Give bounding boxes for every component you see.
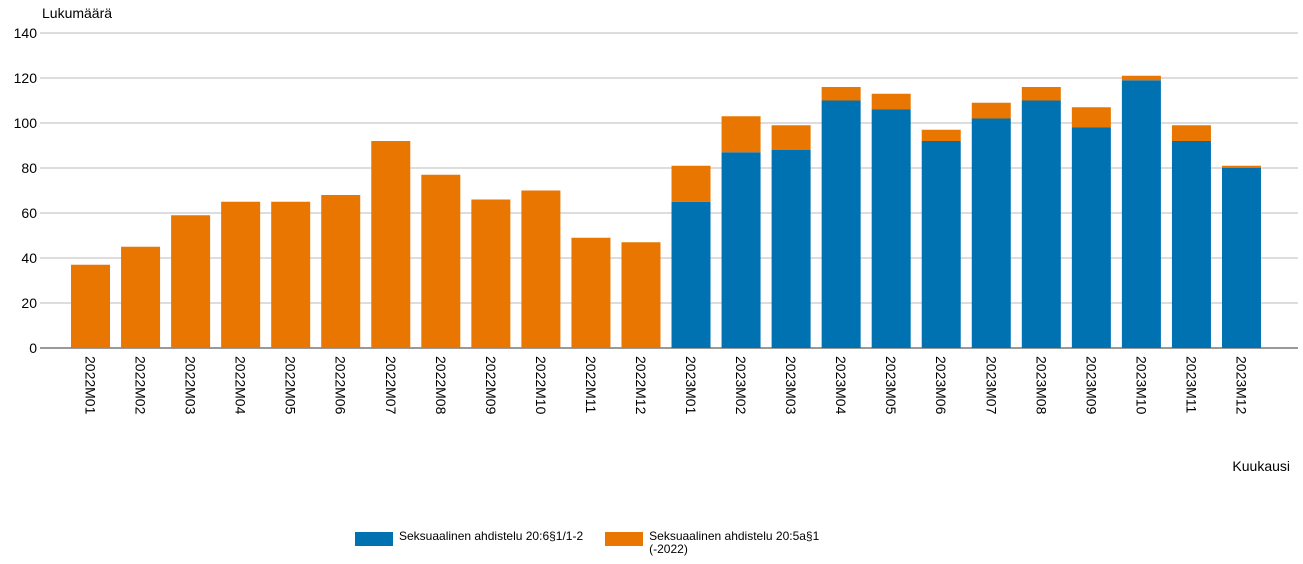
- x-tick-label: 2023M09: [1083, 356, 1099, 415]
- bar: [671, 201, 711, 348]
- y-tick-label: 60: [21, 205, 37, 221]
- x-tick-label: 2022M07: [383, 356, 399, 415]
- legend-item: Seksuaalinen ahdistelu 20:6§1/1-2: [355, 530, 583, 556]
- bar: [1221, 165, 1261, 168]
- bar: [271, 201, 311, 348]
- x-tick-label: 2023M03: [783, 356, 799, 415]
- bar: [1171, 125, 1211, 141]
- x-tick-label: 2022M02: [133, 356, 149, 415]
- x-tick-label: 2023M05: [883, 356, 899, 415]
- bar: [771, 125, 811, 150]
- x-tick-label: 2022M12: [633, 356, 649, 415]
- bar: [621, 242, 661, 348]
- y-tick-label: 140: [14, 25, 38, 41]
- legend-swatch: [355, 532, 393, 546]
- bar: [1171, 141, 1211, 348]
- y-tick-label: 100: [14, 115, 38, 131]
- x-tick-label: 2022M04: [233, 356, 249, 415]
- x-tick-label: 2022M10: [533, 356, 549, 415]
- bar: [1021, 87, 1061, 101]
- bar: [971, 118, 1011, 348]
- bar: [121, 246, 161, 348]
- bar: [71, 264, 111, 348]
- y-tick-label: 0: [29, 340, 37, 356]
- x-tick-label: 2022M09: [483, 356, 499, 415]
- legend-item: Seksuaalinen ahdistelu 20:5a§1 (-2022): [605, 530, 829, 556]
- legend-label: Seksuaalinen ahdistelu 20:5a§1 (-2022): [649, 529, 820, 556]
- x-axis-label: Kuukausi: [1232, 458, 1290, 474]
- bar: [521, 190, 561, 348]
- legend: Seksuaalinen ahdistelu 20:6§1/1-2 Seksuaa…: [355, 530, 829, 556]
- bar: [1121, 80, 1161, 348]
- bar: [1021, 100, 1061, 348]
- bar: [821, 100, 861, 348]
- x-tick-label: 2023M10: [1133, 356, 1149, 415]
- bar: [471, 199, 511, 348]
- x-tick-label: 2022M06: [333, 356, 349, 415]
- bar: [321, 195, 361, 348]
- x-tick-label: 2022M08: [433, 356, 449, 415]
- bar: [671, 165, 711, 202]
- y-axis-label: Lukumäärä: [42, 5, 112, 21]
- bar: [221, 201, 261, 348]
- bar: [371, 141, 411, 348]
- legend-label: Seksuaalinen ahdistelu 20:6§1/1-2: [399, 529, 584, 543]
- x-tick-label: 2023M01: [683, 356, 699, 415]
- bar: [421, 174, 461, 348]
- bar: [1071, 127, 1111, 348]
- x-tick-label: 2023M04: [833, 356, 849, 415]
- bar: [721, 116, 761, 153]
- bar: [971, 102, 1011, 119]
- x-tick-label: 2023M08: [1033, 356, 1049, 415]
- x-tick-label: 2023M11: [1183, 356, 1199, 414]
- x-tick-label: 2023M06: [933, 356, 949, 415]
- bar: [571, 237, 611, 348]
- bar: [921, 141, 961, 348]
- y-tick-label: 80: [21, 160, 37, 176]
- bar: [171, 215, 211, 348]
- bar: [871, 93, 911, 110]
- x-tick-label: 2023M12: [1233, 356, 1249, 415]
- bar: [721, 152, 761, 348]
- y-tick-label: 20: [21, 295, 37, 311]
- x-tick-label: 2022M03: [183, 356, 199, 415]
- bar: [1221, 168, 1261, 348]
- bar: [1071, 107, 1111, 128]
- x-tick-label: 2022M05: [283, 356, 299, 415]
- bar: [1121, 75, 1161, 81]
- bar: [921, 129, 961, 141]
- x-tick-label: 2023M02: [733, 356, 749, 415]
- bar: [821, 87, 861, 101]
- y-tick-label: 120: [14, 70, 38, 86]
- x-tick-label: 2023M07: [983, 356, 999, 415]
- bar: [871, 109, 911, 348]
- chart: Lukumäärä Kuukausi 0 20 40 60 80 100 120 140 202…: [14, 5, 1298, 474]
- legend-swatch: [605, 532, 644, 546]
- y-tick-label: 40: [21, 250, 37, 266]
- bar: [771, 150, 811, 348]
- x-tick-label: 2022M11: [583, 356, 599, 414]
- x-tick-label: 2022M01: [83, 356, 99, 415]
